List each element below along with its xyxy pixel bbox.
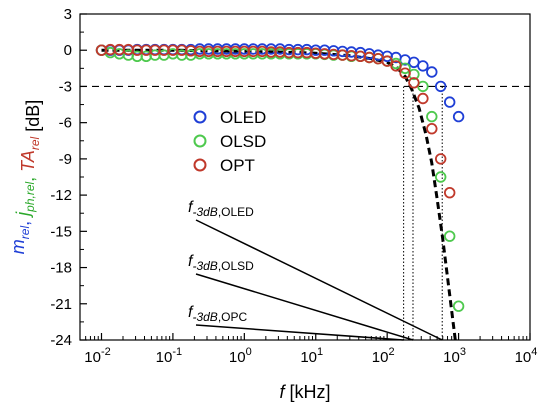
x-tick-label: 102: [372, 346, 395, 366]
x-tick-label: 100: [229, 346, 252, 366]
legend-marker-olsd: [193, 134, 207, 148]
y-axis-label-part: ,: [13, 216, 33, 226]
y-tick-label: 3: [64, 6, 72, 23]
legend-marker-oled: [193, 110, 207, 124]
y-axis-label-part: m: [8, 239, 28, 254]
data-point-olsd: [426, 110, 438, 123]
data-point-opt: [426, 122, 438, 135]
cutoff-label: f-3dB,OLSD: [188, 253, 254, 273]
data-point-opt: [399, 67, 411, 79]
cutoff-label-symbol: f: [188, 304, 194, 321]
x-tick-label-exponent: -2: [101, 346, 111, 358]
legend-marker-opt: [193, 158, 207, 172]
cutoff-label-subscript-suffix: ,OLED: [218, 205, 254, 219]
x-tick-label-exponent: -1: [172, 346, 182, 358]
series-opt: [95, 43, 456, 199]
y-tick-label: -12: [50, 187, 72, 204]
x-tick-label-base: 10: [156, 349, 173, 366]
data-point-opt: [408, 77, 420, 89]
y-axis-label-part: ,: [18, 172, 38, 182]
x-tick-label: 101: [300, 346, 323, 366]
y-axis-label-subscript: rel: [18, 226, 32, 240]
x-tick-label: 103: [443, 346, 466, 366]
data-point-opt: [444, 186, 456, 199]
data-point-oled: [426, 66, 438, 78]
x-tick-label-base: 10: [372, 349, 389, 366]
data-point-opt: [417, 92, 429, 105]
cutoff-label: f-3dB,OLED: [188, 199, 254, 219]
cutoff-label-subscript-suffix: ,OPC: [218, 310, 248, 324]
cutoff-label-subscript: -3dB: [192, 259, 217, 273]
cutoff-label-subscript-suffix: ,OLSD: [218, 259, 254, 273]
legend-label-oled: OLED: [220, 108, 266, 127]
x-axis-label-symbol: f: [279, 382, 286, 402]
y-axis-label-subscript: ph,rel: [23, 182, 37, 213]
y-axis-label-subscript: rel: [28, 136, 42, 150]
data-point-olsd: [435, 171, 447, 183]
data-point-olsd: [452, 300, 465, 312]
cutoff-label-symbol: f: [188, 199, 194, 216]
y-axis-label-part: j: [13, 211, 33, 219]
legend-label-olsd: OLSD: [220, 132, 266, 151]
y-tick-label: 0: [64, 42, 72, 59]
data-point-oled: [417, 60, 429, 72]
y-tick-label: -18: [50, 260, 72, 277]
x-tick-label-base: 10: [515, 349, 532, 366]
cutoff-label-subscript: -3dB: [192, 205, 217, 219]
y-axis-label-part: TA: [18, 150, 38, 172]
series-layer: [95, 43, 465, 312]
data-point-opt: [435, 153, 447, 165]
axis-labels: f [kHz]mrel, jph,rel, TArel [dB]: [8, 100, 331, 402]
cutoff-label-symbol: f: [188, 253, 194, 270]
data-point-oled: [435, 80, 447, 93]
y-tick-label: -6: [59, 115, 72, 132]
x-tick-label: 10-1: [156, 346, 182, 366]
legend-label-opt: OPT: [220, 156, 255, 175]
reference-lines-layer: [80, 85, 530, 340]
data-point-oled: [444, 96, 456, 108]
x-tick-label: 10-2: [84, 346, 110, 366]
cutoff-pointer-line: [195, 324, 404, 341]
x-tick-label-base: 10: [229, 349, 246, 366]
data-point-opt: [381, 55, 393, 67]
x-tick-label-exponent: 0: [246, 346, 252, 358]
cutoff-pointer-line: [195, 273, 414, 341]
x-tick-label: 104: [515, 346, 538, 366]
y-axis-ticks: 3 0 -3 -6 -9 -12 -15 -18 -21 -24: [50, 6, 87, 349]
x-axis-label: f [kHz]: [279, 382, 330, 402]
x-tick-label-exponent: 1: [317, 346, 323, 358]
cutoff-label: f-3dB,OPC: [188, 304, 247, 324]
x-axis-ticks: 10-2 10-1 100 101 102 103 104: [79, 333, 538, 366]
x-tick-label-exponent: 2: [388, 346, 394, 358]
x-tick-label-exponent: 4: [531, 346, 537, 358]
y-tick-label: -21: [50, 296, 72, 313]
cutoff-label-subscript: -3dB: [192, 310, 217, 324]
legend: OLED OLSD OPT: [193, 108, 266, 175]
x-tick-label-exponent: 3: [460, 346, 466, 358]
y-tick-label: -24: [50, 332, 72, 349]
x-axis-label-unit: [kHz]: [285, 382, 331, 402]
data-point-olsd: [444, 230, 456, 242]
x-tick-label-base: 10: [300, 349, 317, 366]
x-tick-label-base: 10: [84, 349, 101, 366]
y-tick-label: -9: [59, 151, 72, 168]
x-tick-label-base: 10: [443, 349, 460, 366]
data-point-oled: [452, 110, 465, 123]
y-axis-label: mrel, jph,rel, TArel [dB]: [8, 100, 43, 254]
y-axis-label-part: [dB]: [23, 100, 43, 137]
y-tick-label: -3: [59, 78, 72, 95]
data-point-opt: [390, 60, 402, 72]
y-tick-label: -15: [50, 223, 72, 240]
cutoff-pointer-line: [195, 219, 443, 341]
